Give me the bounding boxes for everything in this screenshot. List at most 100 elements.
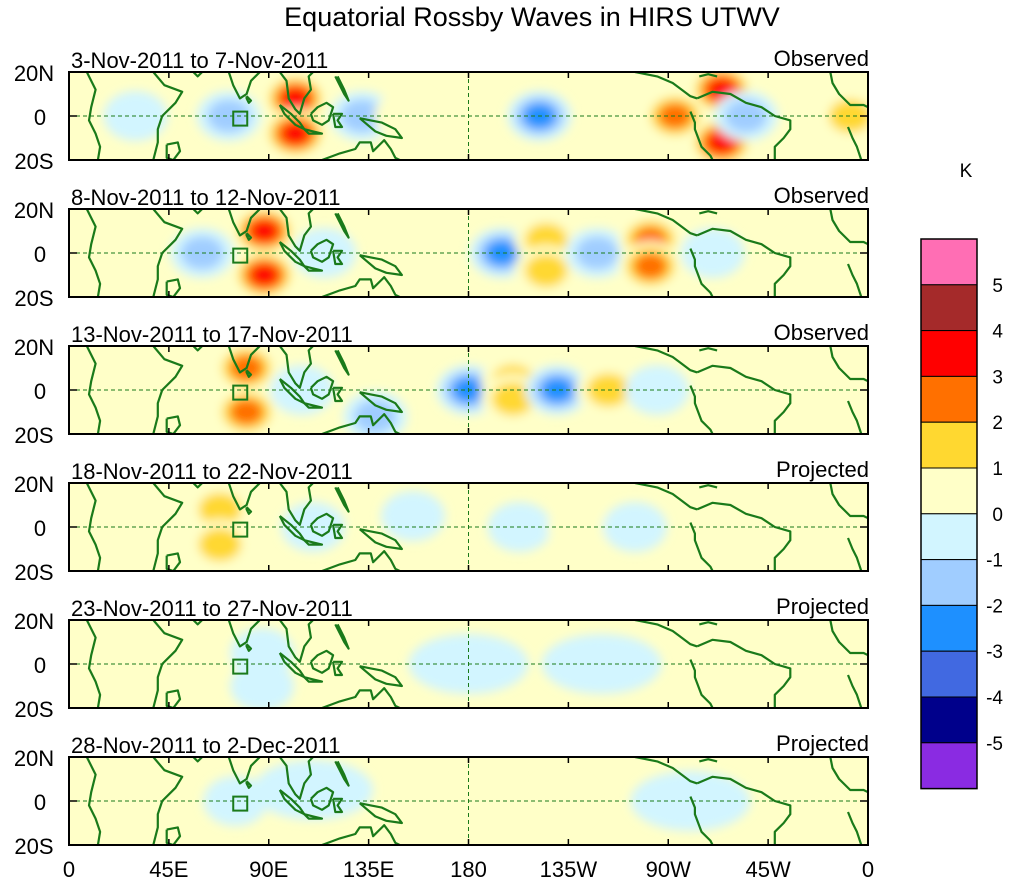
coastline	[227, 346, 261, 374]
index-box	[232, 384, 249, 401]
x-tick-label: 90E	[249, 857, 288, 882]
y-tick-label: 20S	[14, 697, 53, 722]
chart-title: Equatorial Rossby Waves in HIRS UTWV	[284, 2, 780, 32]
coastline	[634, 209, 698, 237]
anomaly-blob	[485, 240, 519, 266]
colorbar-unit-label: K	[960, 161, 973, 182]
coastline	[696, 638, 792, 708]
colorbar-swatch	[920, 559, 978, 606]
colorbar-swatch	[920, 696, 978, 744]
coastline	[332, 797, 344, 814]
coastline	[303, 265, 324, 272]
coastline	[192, 620, 203, 626]
coastline	[689, 111, 714, 160]
coastline	[334, 75, 350, 102]
coastline	[696, 227, 792, 297]
y-tick-label: 0	[34, 516, 46, 541]
anomaly-field	[69, 209, 868, 297]
coastlines	[85, 346, 868, 434]
colorbar-swatch	[920, 650, 978, 698]
coastlines	[85, 620, 868, 708]
y-tick-label: 0	[34, 790, 46, 815]
coastline	[85, 72, 102, 160]
anomaly-blobs	[170, 209, 849, 297]
coastline	[245, 232, 253, 241]
colorbar: K 5 4 3 2 1 0 -1 -2 -3 -4 -5	[920, 161, 1003, 790]
coastline	[278, 72, 314, 115]
coastline	[278, 483, 314, 526]
colorbar-swatch	[920, 330, 978, 377]
coastline	[152, 620, 184, 708]
anomaly-blob	[198, 492, 242, 526]
coastline	[358, 528, 403, 551]
coastline	[85, 346, 102, 434]
panel-status-label: Observed	[774, 183, 869, 208]
coastline	[332, 386, 344, 403]
anomaly-blob	[540, 377, 574, 403]
coastline	[846, 811, 863, 845]
coastline	[227, 72, 261, 100]
colorbar-swatch	[920, 513, 978, 561]
index-box	[232, 110, 249, 127]
x-tick-label: 45E	[149, 857, 188, 882]
coastline	[165, 552, 182, 571]
coastline	[696, 90, 792, 160]
panel-period-label: 3-Nov-2011 to 7-Nov-2011	[71, 48, 328, 73]
coastline	[165, 826, 182, 845]
colorbar-frame	[920, 238, 978, 790]
colorbar-level-label: 4	[992, 322, 1003, 343]
coastline	[634, 72, 698, 100]
coastline	[165, 415, 182, 434]
coastline	[829, 346, 868, 383]
coastline	[829, 483, 868, 520]
coastline	[829, 209, 868, 246]
coastline	[358, 802, 403, 825]
coastline	[192, 346, 203, 352]
panel-period-label: 28-Nov-2011 to 2-Dec-2011	[71, 733, 340, 758]
coastline	[846, 400, 863, 434]
coastline	[332, 523, 344, 540]
coastline	[699, 758, 718, 763]
coastline	[303, 128, 324, 135]
anomaly-blob	[198, 528, 242, 562]
x-tick-label: 0	[63, 857, 75, 882]
coastline	[192, 483, 203, 489]
coastline	[303, 539, 324, 546]
coastline	[846, 126, 863, 160]
coastline	[165, 689, 182, 708]
panels-group: 20N 0 20S 3-Nov-2011 to 7-Nov-2011 Observed 2…	[14, 46, 869, 859]
anomaly-blob	[591, 72, 656, 122]
coastline	[303, 813, 324, 820]
coastline	[829, 757, 868, 794]
coastline	[634, 346, 698, 374]
panel-3: 20N 0 20S 13-Nov-2011 to 17-Nov-2011 Observe…	[14, 320, 869, 448]
coastline	[321, 687, 401, 708]
anomaly-blob	[340, 99, 384, 133]
panel-5: 20N 0 20S 23-Nov-2011 to 27-Nov-2011 Project…	[14, 594, 869, 722]
coastline	[85, 209, 102, 297]
coastline	[309, 786, 335, 811]
anomaly-blob	[250, 264, 279, 286]
anomaly-field	[69, 346, 868, 434]
y-tick-label: 20N	[14, 472, 54, 497]
coastline	[152, 483, 184, 571]
coastline	[245, 506, 253, 515]
coastline	[152, 346, 184, 434]
coastline	[321, 413, 401, 434]
coastline	[165, 278, 182, 297]
coastline	[332, 112, 344, 129]
x-tick-label: 180	[450, 857, 487, 882]
panel-status-label: Projected	[776, 731, 869, 756]
coastline	[152, 72, 184, 160]
colorbar-swatch	[920, 238, 978, 286]
coastline	[696, 364, 792, 434]
coastline	[227, 620, 261, 648]
anomaly-blob	[381, 491, 446, 541]
anomaly-field	[69, 483, 868, 571]
y-tick-label: 0	[34, 105, 46, 130]
coastline	[699, 621, 718, 626]
coastline	[309, 375, 335, 400]
coastline	[829, 72, 868, 109]
anomaly-blob	[253, 760, 374, 820]
coastline	[321, 824, 401, 845]
